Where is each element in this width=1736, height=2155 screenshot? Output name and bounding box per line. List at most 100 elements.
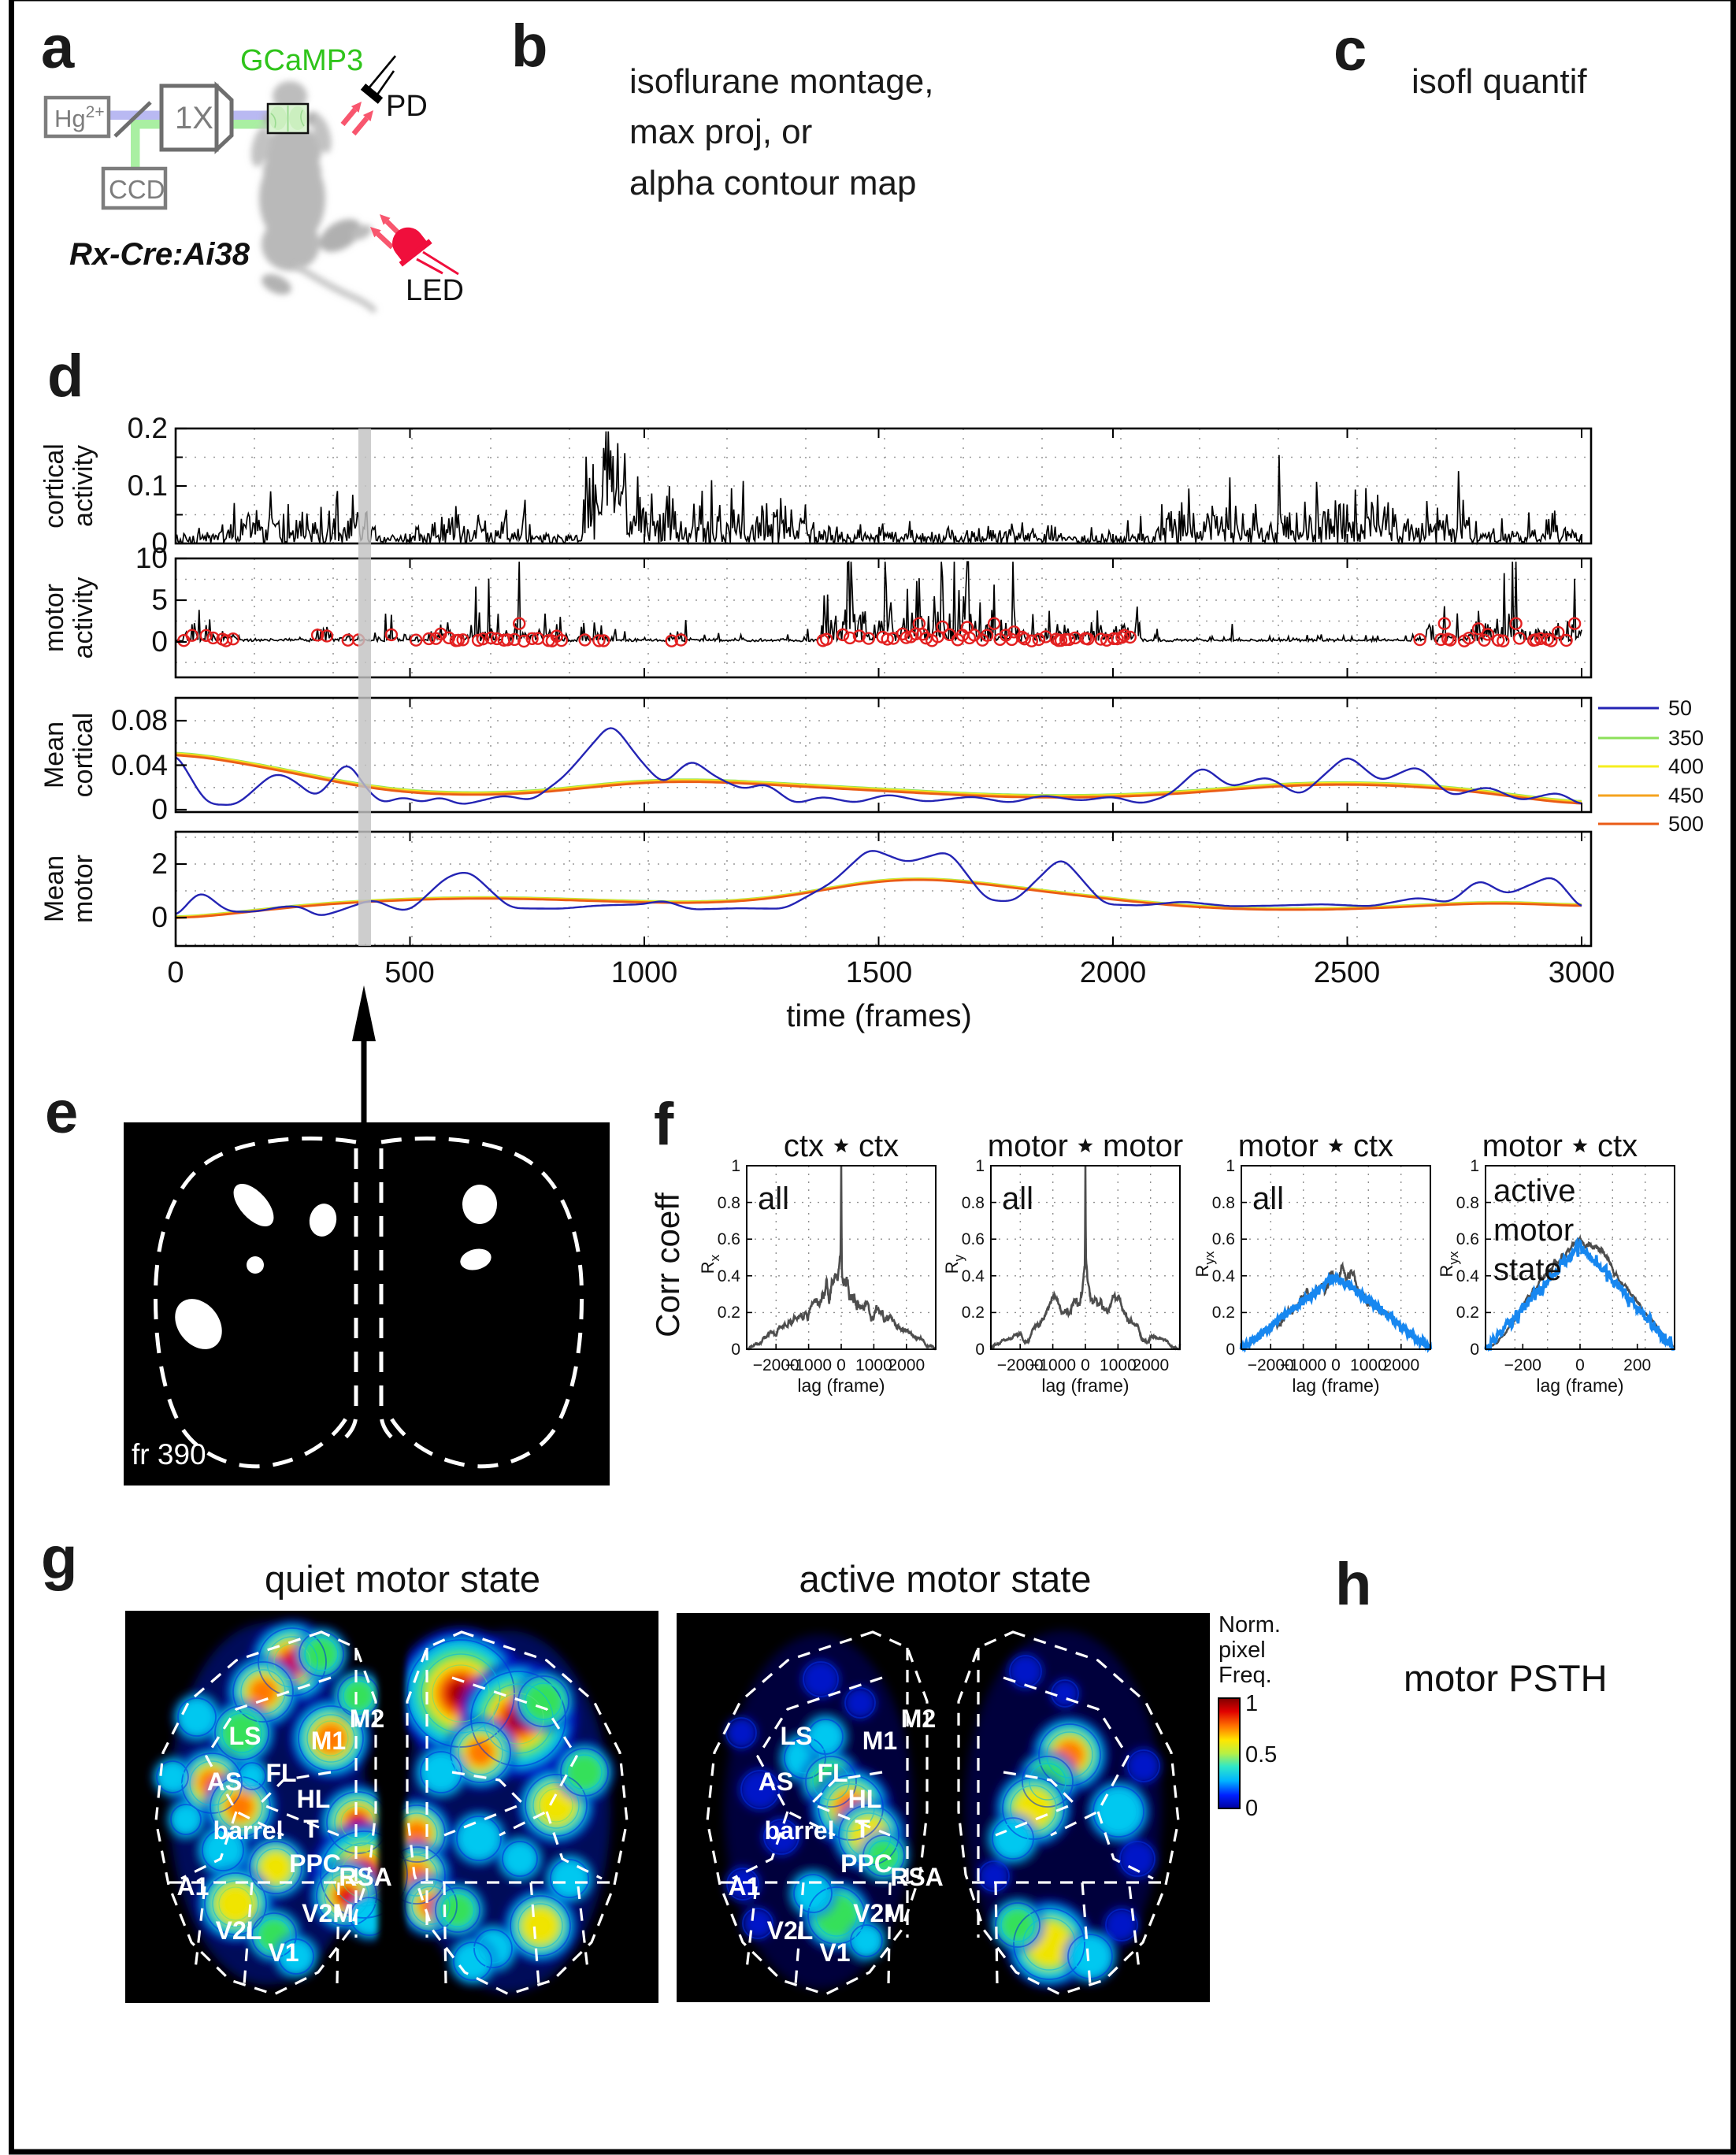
svg-text:activity: activity <box>69 577 98 659</box>
svg-text:500: 500 <box>384 956 434 989</box>
svg-text:RSA: RSA <box>890 1863 944 1891</box>
svg-text:a: a <box>41 14 75 81</box>
svg-text:0.1: 0.1 <box>128 469 168 502</box>
svg-text:LED: LED <box>406 274 464 307</box>
svg-text:motor: motor <box>39 584 69 652</box>
svg-text:f: f <box>654 1091 674 1158</box>
svg-text:1000: 1000 <box>1100 1356 1137 1374</box>
svg-text:V1: V1 <box>268 1938 299 1967</box>
svg-text:2000: 2000 <box>1382 1356 1419 1374</box>
svg-text:1: 1 <box>1470 1157 1479 1175</box>
svg-text:motor: motor <box>69 855 98 923</box>
svg-text:isofl quantif: isofl quantif <box>1411 62 1587 101</box>
svg-text:d: d <box>47 343 83 410</box>
svg-text:motor: motor <box>988 1129 1068 1163</box>
svg-text:motor: motor <box>1238 1129 1319 1163</box>
svg-text:AS: AS <box>759 1767 793 1796</box>
svg-text:all: all <box>1252 1181 1284 1216</box>
svg-text:0: 0 <box>151 625 168 658</box>
svg-text:max proj, or: max proj, or <box>629 113 812 151</box>
svg-text:c: c <box>1334 17 1367 83</box>
svg-text:1: 1 <box>1245 1691 1258 1716</box>
svg-text:0: 0 <box>1575 1356 1585 1374</box>
svg-text:0.4: 0.4 <box>1456 1267 1480 1285</box>
svg-text:0: 0 <box>1081 1356 1090 1374</box>
svg-text:isoflurane montage,: isoflurane montage, <box>629 62 933 101</box>
svg-text:−1000: −1000 <box>1280 1356 1326 1374</box>
svg-text:0.6: 0.6 <box>718 1230 740 1248</box>
svg-text:0.2: 0.2 <box>718 1304 740 1322</box>
svg-text:0.8: 0.8 <box>1456 1194 1479 1212</box>
svg-text:motor: motor <box>1482 1129 1563 1163</box>
svg-text:RSA: RSA <box>339 1863 392 1891</box>
svg-text:alpha contour map: alpha contour map <box>629 164 916 202</box>
svg-text:M1: M1 <box>862 1727 897 1755</box>
svg-text:lag (frame): lag (frame) <box>1536 1375 1623 1396</box>
svg-text:1: 1 <box>1226 1157 1235 1175</box>
svg-text:FL: FL <box>817 1759 848 1787</box>
svg-text:lag (frame): lag (frame) <box>1041 1375 1129 1396</box>
svg-text:0.2: 0.2 <box>962 1304 985 1322</box>
svg-text:0.4: 0.4 <box>962 1267 985 1285</box>
svg-text:0.4: 0.4 <box>718 1267 741 1285</box>
svg-text:−2000: −2000 <box>997 1356 1044 1374</box>
svg-text:1: 1 <box>731 1157 740 1175</box>
svg-text:−1000: −1000 <box>785 1356 832 1374</box>
svg-text:500: 500 <box>1668 812 1704 836</box>
svg-text:0: 0 <box>1470 1341 1479 1359</box>
svg-text:Corr coeff: Corr coeff <box>649 1192 686 1337</box>
svg-text:e: e <box>45 1079 78 1146</box>
svg-text:0: 0 <box>1226 1341 1235 1359</box>
svg-text:1000: 1000 <box>855 1356 892 1374</box>
svg-text:0.5: 0.5 <box>1245 1742 1277 1767</box>
svg-text:0: 0 <box>151 793 168 825</box>
svg-text:400: 400 <box>1668 755 1704 778</box>
svg-text:b: b <box>511 13 547 80</box>
svg-text:HL: HL <box>848 1785 882 1813</box>
svg-text:200: 200 <box>1623 1356 1651 1374</box>
svg-text:V2M: V2M <box>302 1899 354 1927</box>
svg-text:350: 350 <box>1668 726 1704 750</box>
svg-text:Rx-Cre:Ai38: Rx-Cre:Ai38 <box>69 237 250 272</box>
svg-text:M1: M1 <box>311 1727 346 1755</box>
svg-text:Mean: Mean <box>39 721 69 788</box>
svg-text:CCD: CCD <box>109 175 165 204</box>
svg-text:lag (frame): lag (frame) <box>797 1375 885 1396</box>
svg-text:0: 0 <box>167 956 184 989</box>
svg-text:ctx: ctx <box>1597 1129 1638 1163</box>
svg-text:1X: 1X <box>175 101 213 135</box>
svg-text:motor PSTH: motor PSTH <box>1404 1657 1608 1699</box>
svg-text:1500: 1500 <box>846 956 913 989</box>
svg-text:pixel: pixel <box>1219 1638 1266 1663</box>
svg-text:0: 0 <box>151 901 168 933</box>
svg-text:0: 0 <box>151 527 168 559</box>
svg-text:0.4: 0.4 <box>1212 1267 1236 1285</box>
svg-text:2: 2 <box>151 848 168 880</box>
svg-text:state: state <box>1493 1252 1562 1287</box>
svg-text:0.6: 0.6 <box>1456 1230 1479 1248</box>
svg-text:motor: motor <box>1103 1129 1183 1163</box>
svg-text:HL: HL <box>297 1785 331 1813</box>
svg-text:0: 0 <box>836 1356 846 1374</box>
svg-text:M2: M2 <box>901 1704 936 1733</box>
svg-text:−2000: −2000 <box>1248 1356 1294 1374</box>
svg-text:T: T <box>855 1815 870 1843</box>
svg-text:barrel: barrel <box>765 1816 835 1845</box>
svg-text:g: g <box>41 1525 77 1592</box>
svg-text:2500: 2500 <box>1314 956 1381 989</box>
svg-text:A1: A1 <box>729 1872 761 1901</box>
svg-text:1: 1 <box>975 1157 985 1175</box>
svg-text:quiet motor state: quiet motor state <box>265 1558 540 1600</box>
svg-text:0: 0 <box>731 1341 740 1359</box>
svg-text:A1: A1 <box>177 1872 210 1901</box>
svg-text:1000: 1000 <box>1350 1356 1387 1374</box>
svg-text:0.08: 0.08 <box>111 704 168 736</box>
svg-text:active: active <box>1493 1174 1576 1208</box>
svg-text:LS: LS <box>781 1722 813 1750</box>
svg-text:PD: PD <box>386 90 428 123</box>
svg-text:0.6: 0.6 <box>962 1230 985 1248</box>
svg-text:Freq.: Freq. <box>1219 1663 1272 1688</box>
svg-text:time (frames): time (frames) <box>786 999 972 1033</box>
svg-text:0: 0 <box>1245 1796 1258 1821</box>
svg-text:T: T <box>303 1815 319 1843</box>
